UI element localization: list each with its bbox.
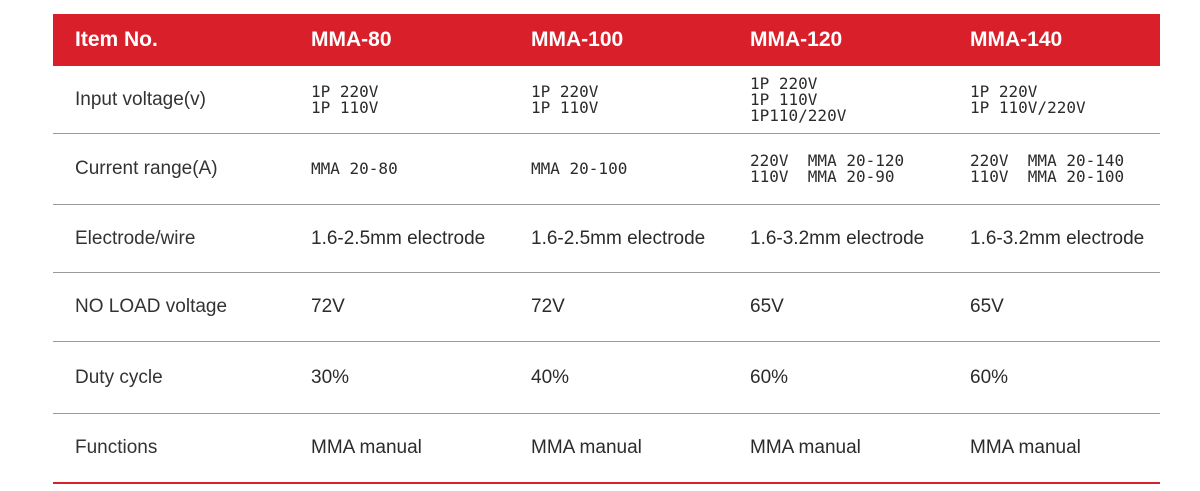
cell-line: 1.6-3.2mm electrode <box>750 227 925 249</box>
table-cell: 1.6-2.5mm electrode <box>311 205 485 272</box>
table-cell: 1P 220V 1P 110V/220V <box>970 66 1086 133</box>
table-cell: MMA 20-80 <box>311 134 398 204</box>
table-body: Input voltage(v) 1P 220V 1P 110V 1P 220V 1P … <box>53 66 1160 484</box>
table-cell: 1P 220V 1P 110V 1P110/220V <box>750 66 846 133</box>
cell-line: 1.6-2.5mm electrode <box>531 227 706 249</box>
cell-line: 30% <box>311 366 350 388</box>
cell-line: 72V <box>531 296 565 317</box>
cell-line: 65V <box>750 296 784 317</box>
cell-line: 220V MMA 20-120 <box>750 151 905 170</box>
cell-line: 1.6-2.5mm electrode <box>311 227 486 249</box>
table-cell: 60% <box>970 342 1008 413</box>
cell-line: MMA manual <box>750 437 861 458</box>
table-cell: MMA manual <box>531 414 642 482</box>
row-label: Duty cycle <box>75 366 163 388</box>
row-label: NO LOAD voltage <box>75 296 228 317</box>
header-mma-80: MMA-80 <box>311 28 392 51</box>
spec-table: Item No. MMA-80 MMA-100 MMA-120 MMA-140 … <box>53 14 1160 484</box>
table-cell: MMA manual <box>750 414 861 482</box>
cell-line: 1P 220V <box>750 73 818 93</box>
row-label: Current range(A) <box>75 158 218 179</box>
table-cell: 72V <box>531 273 565 341</box>
cell-line: 1.6-3.2mm electrode <box>970 227 1145 249</box>
cell-line: MMA manual <box>531 437 642 458</box>
cell-line: 72V <box>311 296 345 317</box>
cell-line: 1P 110V <box>311 97 379 117</box>
table-row: Duty cycle 30% 40% 60% 60% <box>53 342 1160 414</box>
table-cell: MMA manual <box>970 414 1081 482</box>
cell-line: MMA 20-100 <box>531 159 628 178</box>
cell-line: 40% <box>531 366 570 388</box>
table-cell: 1.6-2.5mm electrode <box>531 205 705 272</box>
row-label: Input voltage(v) <box>75 88 206 110</box>
cell-line: 1P 110V/220V <box>970 97 1086 117</box>
cell-line: 1P110/220V <box>750 105 847 125</box>
cell-line: 1P 110V <box>750 89 818 109</box>
cell-line: 1P 220V <box>970 81 1038 101</box>
table-cell: 1.6-3.2mm electrode <box>750 205 924 272</box>
cell-line: 1P 220V <box>311 81 379 101</box>
cell-line: 220V MMA 20-140 <box>970 151 1125 170</box>
table-cell: 72V <box>311 273 345 341</box>
table-row: Current range(A) MMA 20-80 MMA 20-100 220V … <box>53 134 1160 205</box>
cell-line: 60% <box>750 366 789 388</box>
header-mma-140: MMA-140 <box>970 28 1063 51</box>
header-item-no: Item No. <box>75 28 158 51</box>
cell-line: 110V MMA 20-100 <box>970 167 1125 186</box>
header-mma-100: MMA-100 <box>531 28 624 51</box>
table-row: NO LOAD voltage 72V 72V 65V 65V <box>53 273 1160 342</box>
cell-line: MMA manual <box>970 437 1081 458</box>
table-cell: 220V MMA 20-140 110V MMA 20-100 <box>970 134 1124 204</box>
table-cell: 65V <box>750 273 784 341</box>
table-cell: 30% <box>311 342 349 413</box>
cell-line: 1P 110V <box>531 97 599 117</box>
table-cell: MMA manual <box>311 414 422 482</box>
table-row: Functions MMA manual MMA manual MMA manual M… <box>53 414 1160 484</box>
cell-line: 1P 220V <box>531 81 599 101</box>
header-mma-120: MMA-120 <box>750 28 843 51</box>
table-cell: 1P 220V 1P 110V <box>531 66 598 133</box>
table-cell: 65V <box>970 273 1004 341</box>
table-cell: MMA 20-100 <box>531 134 627 204</box>
cell-line: MMA manual <box>311 437 422 458</box>
table-cell: 40% <box>531 342 569 413</box>
table-cell: 1.6-3.2mm electrode <box>970 205 1144 272</box>
table-row: Input voltage(v) 1P 220V 1P 110V 1P 220V 1P … <box>53 66 1160 134</box>
table-cell: 220V MMA 20-120 110V MMA 20-90 <box>750 134 904 204</box>
cell-line: 110V MMA 20-90 <box>750 167 895 186</box>
table-cell: 60% <box>750 342 788 413</box>
cell-line: 60% <box>970 366 1009 388</box>
table-cell: 1P 220V 1P 110V <box>311 66 378 133</box>
cell-line: MMA 20-80 <box>311 159 398 178</box>
cell-line: 65V <box>970 296 1004 317</box>
table-row: Electrode/wire 1.6-2.5mm electrode 1.6-2.5… <box>53 205 1160 273</box>
row-label: Electrode/wire <box>75 227 196 249</box>
table-header-row: Item No. MMA-80 MMA-100 MMA-120 MMA-140 <box>53 14 1160 66</box>
row-label: Functions <box>75 437 158 458</box>
